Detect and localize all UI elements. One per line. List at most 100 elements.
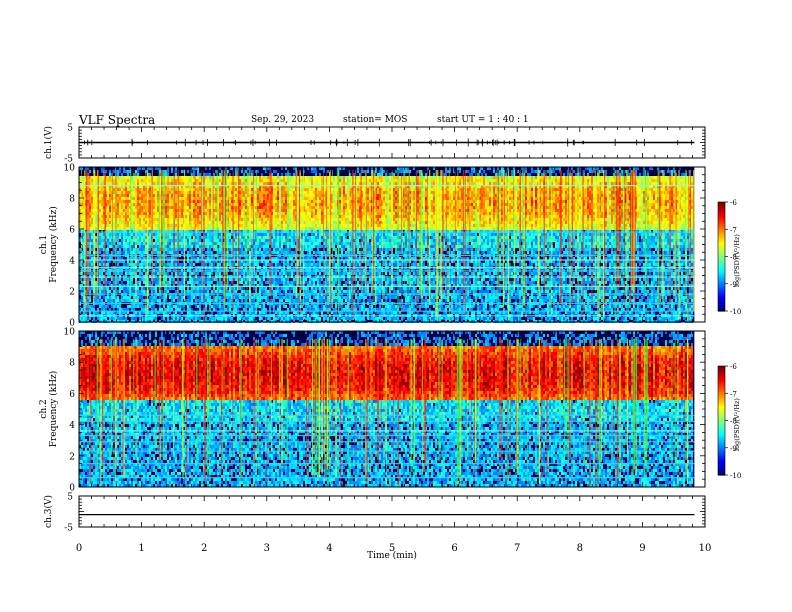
ch1-spectrogram-cell bbox=[127, 221, 129, 224]
ch1-spectrogram-cell bbox=[171, 278, 173, 281]
ch1-spectrogram-cell bbox=[197, 170, 199, 173]
ch1-spectrogram-cell bbox=[199, 221, 201, 224]
ch1-spectrogram-cell bbox=[117, 317, 119, 320]
ch1-spectrogram-cell bbox=[133, 227, 135, 230]
ch1-spectrogram-cell bbox=[273, 236, 275, 239]
ch1-spectrogram-cell bbox=[113, 182, 115, 185]
ch1-spectrogram-cell bbox=[199, 173, 201, 176]
ch1-spectrogram-cell bbox=[209, 317, 211, 320]
ch1-spectrogram-cell bbox=[117, 278, 119, 281]
ch1-spectrogram-cell bbox=[273, 194, 275, 197]
ch1-spectrogram-cell bbox=[259, 272, 261, 275]
ch1-spectrogram-cell bbox=[235, 170, 237, 173]
ch1-spectrogram-cell bbox=[219, 212, 221, 215]
ch1-spectrogram-cell bbox=[131, 305, 133, 308]
ch1-spectrogram-cell bbox=[209, 245, 211, 248]
ch1-spectrogram-cell bbox=[209, 173, 211, 176]
ch1-spectrogram-cell bbox=[281, 224, 283, 227]
ch1-spectrogram-cell bbox=[139, 242, 141, 245]
ch1-spectrogram-cell bbox=[125, 188, 127, 191]
ch1-spectrogram-cell bbox=[265, 197, 267, 200]
ch1-spectrogram-cell bbox=[277, 305, 279, 308]
ch1-spectrogram-cell bbox=[207, 236, 209, 239]
vlf-spectra-figure: 5-5ch.1(V)0246810ch.1Frequency (kHz)-6-7… bbox=[0, 0, 792, 612]
ch1-spectrogram-cell bbox=[279, 224, 281, 227]
ch1-spectrogram-cell bbox=[209, 200, 211, 203]
ch1-spectrogram-cell bbox=[179, 296, 181, 299]
ch1-spectrogram-cell bbox=[159, 296, 161, 299]
ch1-spectrogram-cell bbox=[285, 191, 287, 194]
ch1-spectrogram-cell bbox=[257, 197, 259, 200]
ch1-spectrogram-cell bbox=[179, 221, 181, 224]
ch1-spectrogram-cell bbox=[127, 209, 129, 212]
ch1-spectrogram-cell bbox=[209, 191, 211, 194]
ch1-spectrogram-cell bbox=[169, 194, 171, 197]
ch1-spectrogram-cell bbox=[117, 263, 119, 266]
ch1-spectrogram-cell bbox=[283, 272, 285, 275]
ch1-spectrogram-cell bbox=[195, 299, 197, 302]
ch1-spectrogram-cell bbox=[143, 212, 145, 215]
ch1-spectrogram-cell bbox=[209, 299, 211, 302]
ch1-spectrogram-cell bbox=[149, 197, 151, 200]
ch1-spectrogram-cell bbox=[155, 212, 157, 215]
ch1-spectrogram-cell bbox=[275, 182, 277, 185]
ch1-spectrogram-cell bbox=[131, 224, 133, 227]
ch1-spectrogram-cell bbox=[219, 305, 221, 308]
ch1-spectrogram-cell bbox=[185, 248, 187, 251]
ch1-spectrogram-cell bbox=[165, 242, 167, 245]
ch1-spectrogram-cell bbox=[235, 194, 237, 197]
ch1-spectrogram-cell bbox=[263, 287, 265, 290]
ch1-spectrogram-cell bbox=[283, 239, 285, 242]
ch1-spectrogram-cell bbox=[275, 203, 277, 206]
ch1-spectrogram-cell bbox=[99, 317, 101, 320]
ch1-spectrogram-cell bbox=[197, 203, 199, 206]
ch1-spectrogram-cell bbox=[155, 236, 157, 239]
ch1-spectrogram-cell bbox=[273, 239, 275, 242]
ch1-spectrogram-cell bbox=[155, 200, 157, 203]
ch1-spectrogram-cell bbox=[249, 317, 251, 320]
ch1-spectrogram-cell bbox=[209, 224, 211, 227]
ch1-spectrogram-cell bbox=[189, 239, 191, 242]
ch1-spectrogram-cell bbox=[171, 194, 173, 197]
ch1-spectrogram-cell bbox=[175, 212, 177, 215]
ch1-spectrogram-cell bbox=[141, 287, 143, 290]
ch1-spectrogram-cell bbox=[241, 212, 243, 215]
ch1-spectrogram-cell bbox=[143, 227, 145, 230]
ch1-spectrogram-cell bbox=[285, 203, 287, 206]
ch1-spectrogram-cell bbox=[199, 188, 201, 191]
ch1-spectrogram-cell bbox=[131, 221, 133, 224]
ch1-spectrogram-cell bbox=[189, 221, 191, 224]
ch1-spectrogram-cell bbox=[119, 251, 121, 254]
ch1-spectrogram-cell bbox=[131, 248, 133, 251]
ch1-spectrogram-cell bbox=[113, 212, 115, 215]
ch1-spectrogram-cell bbox=[111, 296, 113, 299]
ch1-spectrogram-cell bbox=[181, 239, 183, 242]
ch1-spectrogram-cell bbox=[235, 278, 237, 281]
ch1-spectrogram-cell bbox=[189, 215, 191, 218]
ch1-spectrogram-cell bbox=[267, 197, 269, 200]
ch1-spectrogram-cell bbox=[149, 227, 151, 230]
ch1-spectrogram-cell bbox=[127, 236, 129, 239]
ch1-spectrogram-cell bbox=[125, 287, 127, 290]
ch1-spectrogram-cell bbox=[187, 281, 189, 284]
ch1-spectrogram-cell bbox=[171, 242, 173, 245]
ch1-spectrogram-cell bbox=[289, 218, 291, 221]
ch1-spectrogram-cell bbox=[127, 179, 129, 182]
ch1-spectrogram-cell bbox=[185, 203, 187, 206]
ch1-spectrogram-cell bbox=[289, 188, 291, 191]
ch1-spectrogram-cell bbox=[165, 182, 167, 185]
ch1-spectrogram-cell bbox=[273, 296, 275, 299]
ch1-spectrogram-cell bbox=[259, 248, 261, 251]
ch1-spectrogram-cell bbox=[155, 245, 157, 248]
ch1-spectrogram-cell bbox=[281, 317, 283, 320]
ch1-spectrogram-cell bbox=[229, 176, 231, 179]
ch1-spectrogram-cell bbox=[169, 209, 171, 212]
ch1-spectrogram-cell bbox=[157, 176, 159, 179]
ch1-spectrogram-cell bbox=[141, 263, 143, 266]
ch1-spectrogram-cell bbox=[245, 233, 247, 236]
ch1-spectrogram-cell bbox=[289, 182, 291, 185]
ch1-spectrogram-cell bbox=[171, 272, 173, 275]
ch1-spectrogram-cell bbox=[181, 305, 183, 308]
ch1-spectrogram-cell bbox=[99, 290, 101, 293]
ch1-spectrogram-cell bbox=[133, 218, 135, 221]
